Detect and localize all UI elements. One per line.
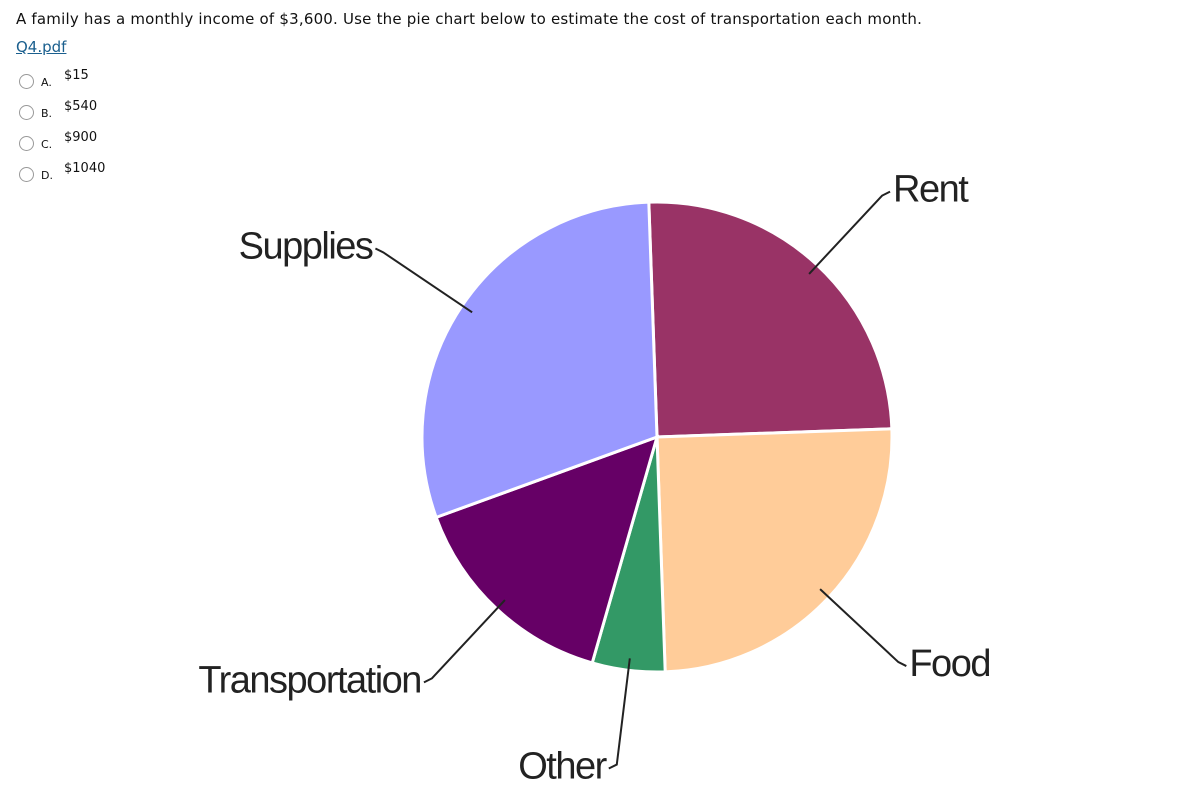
option-letter: C. — [41, 138, 53, 151]
option-text: $900 — [64, 130, 98, 145]
pie-slice — [647, 200, 894, 439]
radio-button[interactable] — [19, 74, 34, 89]
radio-button[interactable] — [19, 136, 34, 151]
slice-label: Food — [909, 643, 990, 685]
slice-label: Rent — [893, 169, 969, 211]
leader-line — [608, 658, 631, 770]
leader-line — [423, 599, 506, 684]
radio-button[interactable] — [19, 167, 34, 182]
leader-line — [819, 588, 907, 667]
question: A family has a monthly income of $3,600.… — [16, 10, 923, 28]
option-letter: B. — [41, 107, 53, 120]
option-letter: D. — [41, 169, 53, 182]
option-letter: A. — [41, 76, 52, 89]
option-text: $1040 — [64, 161, 106, 176]
option-text: $15 — [64, 68, 89, 83]
option-text: $540 — [64, 99, 98, 114]
slice-label: Other — [518, 746, 607, 788]
leader-line — [808, 190, 891, 275]
radio-button[interactable] — [19, 105, 34, 120]
file-link[interactable]: Q4.pdf — [16, 38, 67, 56]
pie-slice — [655, 427, 894, 674]
slice-label: Transportation — [198, 659, 421, 701]
leader-line — [374, 247, 473, 314]
slice-label: Supplies — [239, 225, 373, 267]
